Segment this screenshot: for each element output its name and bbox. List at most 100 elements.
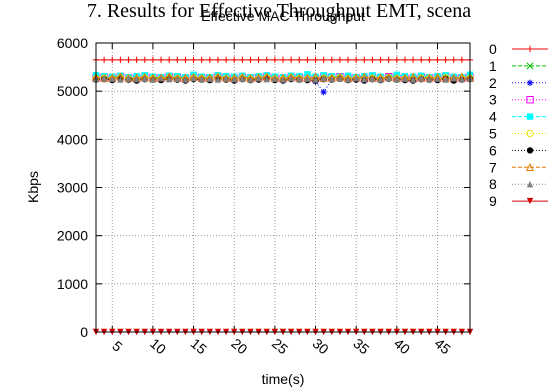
series-0-point xyxy=(100,56,108,64)
legend-label: 7 xyxy=(489,159,497,175)
series-8-point xyxy=(385,74,392,82)
series-0-point xyxy=(442,56,449,64)
series-8-point xyxy=(434,75,441,82)
series-8-point xyxy=(304,75,311,82)
y-tick-label: 1000 xyxy=(57,276,88,292)
series-8-point xyxy=(190,74,197,82)
series-8-point xyxy=(393,75,401,83)
legend-label: 0 xyxy=(489,41,497,57)
series-0-point xyxy=(393,56,401,64)
series-0-point xyxy=(149,56,157,64)
legend-marker xyxy=(526,113,534,120)
series-8-point xyxy=(247,76,254,83)
series-8-point xyxy=(100,74,108,82)
series-0-point xyxy=(206,56,214,64)
legend-label: 4 xyxy=(489,109,497,125)
series-4-point xyxy=(214,72,222,79)
chart-title: Effective MAC Throughput xyxy=(201,8,365,24)
x-tick-label: 45 xyxy=(432,335,454,357)
tick-layer: 0 1000 2000 3000 4000 5000 6000 5 10 15 20 25 30 35 40… xyxy=(57,35,470,357)
series-8-point xyxy=(182,76,189,83)
series-0-point xyxy=(409,56,417,64)
legend-label: 8 xyxy=(489,176,497,192)
series-0-point xyxy=(336,56,344,64)
legend-marker xyxy=(526,45,534,53)
series-0-point xyxy=(165,56,173,64)
x-tick-label: 25 xyxy=(269,335,291,357)
series-0-point xyxy=(255,56,262,64)
series-0-point xyxy=(328,56,335,64)
series-8-point xyxy=(198,75,205,83)
x-tick-label: 10 xyxy=(147,335,169,357)
series-0-point xyxy=(222,56,230,64)
grid-layer xyxy=(96,43,470,332)
page-caption: 7. Results for Effective Throughput EMT,… xyxy=(87,0,471,22)
series-0-point xyxy=(190,56,197,64)
series-8-point xyxy=(133,75,140,83)
series-0-point xyxy=(377,56,384,64)
legend-label: 2 xyxy=(489,75,497,91)
series-0-point xyxy=(401,56,409,64)
series-0-point xyxy=(320,56,327,64)
series-0-point xyxy=(287,56,295,64)
series-layer xyxy=(91,56,475,336)
x-tick-label: 30 xyxy=(310,335,332,357)
series-0-point xyxy=(344,56,352,64)
series-0-point xyxy=(109,56,116,64)
series-8-point xyxy=(352,74,360,82)
series-8-point xyxy=(206,75,214,82)
series-8-point xyxy=(117,76,124,83)
series-0-point xyxy=(198,56,205,64)
y-tick-label: 3000 xyxy=(57,180,88,196)
series-0-point xyxy=(352,56,360,64)
series-0-point xyxy=(247,56,254,64)
series-0-point xyxy=(174,56,181,64)
series-0-point xyxy=(271,56,279,64)
series-8-point xyxy=(418,74,425,82)
series-0-point xyxy=(312,56,319,64)
y-tick-label: 5000 xyxy=(57,83,88,99)
series-8-point xyxy=(287,74,295,82)
series-8-point xyxy=(426,75,433,83)
x-tick-label: 20 xyxy=(228,335,250,357)
series-8-point xyxy=(320,74,327,82)
series-0-point xyxy=(279,56,287,64)
series-8-point xyxy=(271,75,279,82)
series-0-point xyxy=(426,56,433,64)
series-8-point xyxy=(296,75,303,83)
series-0 xyxy=(92,56,474,64)
series-8-point xyxy=(279,76,287,83)
series-8-point xyxy=(263,75,270,83)
legend-label: 5 xyxy=(489,126,497,142)
legend-label: 3 xyxy=(489,92,497,108)
legend-marker xyxy=(526,147,534,154)
series-8-point xyxy=(458,75,466,83)
series-8-point xyxy=(239,75,246,82)
series-8-point xyxy=(109,75,116,82)
series-0-point xyxy=(157,56,165,64)
series-8-point xyxy=(174,75,181,82)
series-0-point xyxy=(458,56,466,64)
series-8-point xyxy=(401,75,409,82)
series-8-point xyxy=(255,74,262,82)
series-0-point xyxy=(361,56,368,64)
series-8-point xyxy=(377,76,384,83)
series-0-point xyxy=(214,56,222,64)
series-0-point xyxy=(125,56,132,64)
series-8-point xyxy=(165,75,173,83)
series-8-point xyxy=(344,76,352,83)
series-0-point xyxy=(296,56,303,64)
series-0-point xyxy=(450,56,457,64)
legend-marker xyxy=(526,129,534,138)
x-axis-label: time(s) xyxy=(262,371,305,387)
legend-marker xyxy=(526,181,534,188)
series-0-point xyxy=(231,56,238,64)
plot-frame xyxy=(95,42,471,333)
series-8-point xyxy=(125,74,132,82)
series-8-point xyxy=(157,74,165,82)
series-8-point xyxy=(214,76,222,83)
legend-marker xyxy=(526,96,534,104)
series-0-point xyxy=(304,56,311,64)
legend-marker xyxy=(525,162,535,171)
